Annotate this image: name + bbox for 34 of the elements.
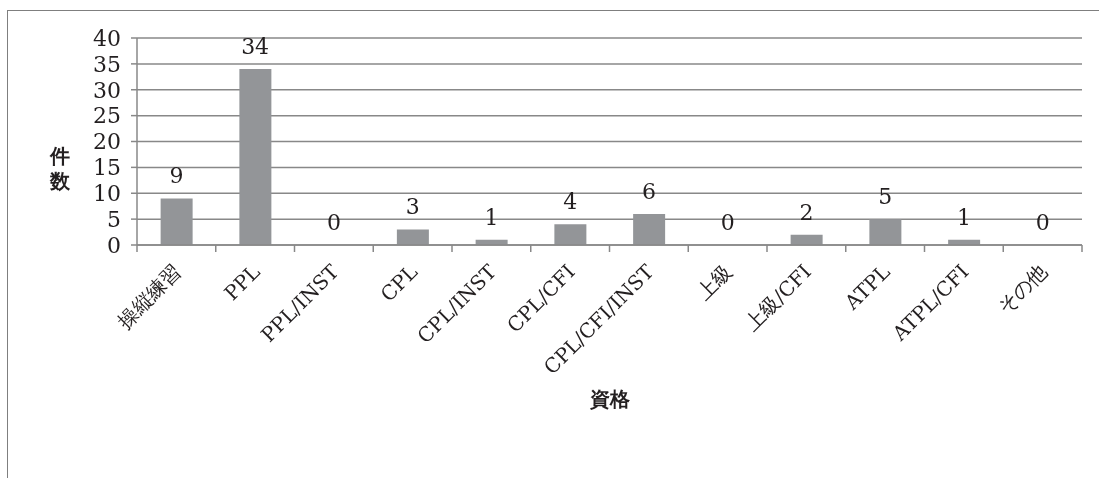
data-label: 9	[169, 163, 184, 189]
x-axis-title: 資格	[588, 386, 631, 411]
data-label: 0	[720, 210, 735, 235]
y-tick-label: 0	[107, 232, 121, 258]
bar	[633, 213, 666, 245]
bar	[239, 69, 272, 245]
data-label: 3	[405, 194, 420, 220]
y-tick-label: 5	[107, 206, 121, 232]
y-tick-label: 40	[93, 25, 121, 51]
x-tick-label: CPL	[375, 259, 423, 307]
x-tick-label: その他	[992, 259, 1053, 319]
y-tick-label: 15	[93, 155, 121, 181]
data-label: 5	[878, 184, 893, 210]
data-label: 6	[641, 178, 656, 204]
data-label: 2	[799, 199, 814, 225]
x-tick-label: 操縦練習	[112, 259, 186, 334]
data-label: 0	[1035, 210, 1050, 235]
y-tick-label: 20	[93, 129, 121, 155]
bar	[160, 198, 193, 245]
y-tick-label: 25	[93, 103, 121, 129]
data-label: 1	[484, 204, 499, 230]
data-label: 0	[326, 210, 341, 235]
bar	[554, 224, 587, 245]
x-tick-label: PPL	[219, 259, 265, 305]
bar	[869, 219, 902, 245]
y-tick-label: 30	[93, 77, 121, 103]
x-tick-label: 上級	[691, 259, 738, 305]
y-tick-label: 35	[93, 51, 121, 77]
data-label: 4	[563, 189, 578, 215]
bar	[396, 229, 429, 245]
y-axis-title: 件数	[49, 143, 71, 193]
data-label: 34	[241, 34, 270, 60]
y-tick-label: 10	[93, 181, 121, 207]
data-label: 1	[956, 204, 971, 230]
